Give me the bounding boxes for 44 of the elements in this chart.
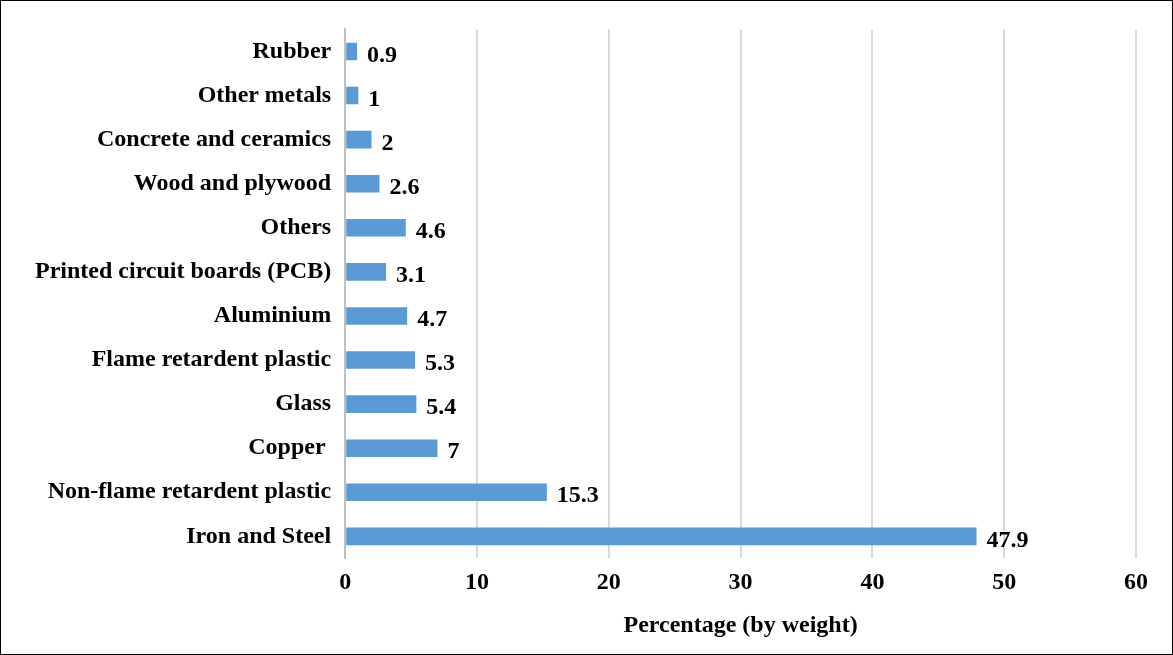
bar <box>346 395 417 413</box>
x-tick-label: 60 <box>1124 568 1148 594</box>
y-tick-label: Iron and Steel <box>186 521 332 548</box>
bar <box>346 527 977 546</box>
data-label: 3.1 <box>396 261 427 288</box>
y-tick-label: Printed circuit boards (PCB) <box>34 257 332 284</box>
data-label: 1 <box>368 84 381 111</box>
x-tick-label: 30 <box>728 568 753 594</box>
x-tick-label: 10 <box>464 568 489 594</box>
bar <box>346 174 380 193</box>
bar <box>346 86 359 105</box>
x-tick-label: 40 <box>860 568 885 594</box>
bar <box>346 351 416 369</box>
y-tick-label: Rubber <box>252 36 332 63</box>
bar <box>346 218 406 237</box>
data-label: 5.3 <box>425 349 456 376</box>
data-label: 7 <box>447 437 460 464</box>
bar <box>346 483 547 502</box>
bar <box>346 439 438 458</box>
x-tick-label: 50 <box>992 568 1017 594</box>
y-tick-label: Non-flame retardent plastic <box>47 477 332 504</box>
y-tick-label: Wood and plywood <box>133 168 332 195</box>
y-tick-label: Concrete and ceramics <box>97 124 332 151</box>
y-tick-label: Flame retardent plastic <box>91 345 332 372</box>
data-label: 5.4 <box>426 393 457 420</box>
data-label: 2 <box>381 128 394 155</box>
bar <box>346 307 408 325</box>
bar <box>346 263 387 281</box>
data-label: 47.9 <box>986 525 1029 552</box>
y-tick-label: Others <box>260 212 332 239</box>
x-axis-title: Percentage (by weight) <box>623 610 858 637</box>
bar <box>346 130 372 149</box>
data-label: 0.9 <box>367 40 398 67</box>
y-tick-label: Aluminium <box>213 301 332 328</box>
data-label: 4.7 <box>417 305 448 332</box>
data-label: 2.6 <box>389 172 420 199</box>
y-tick-label: Copper <box>248 433 332 460</box>
x-tick-label: 0 <box>339 568 352 594</box>
y-tick-label: Other metals <box>197 80 332 107</box>
data-label: 4.6 <box>415 216 446 243</box>
bar <box>346 42 358 61</box>
data-label: 15.3 <box>556 481 599 508</box>
x-tick-label: 20 <box>596 568 621 594</box>
y-tick-label: Glass <box>275 389 332 416</box>
